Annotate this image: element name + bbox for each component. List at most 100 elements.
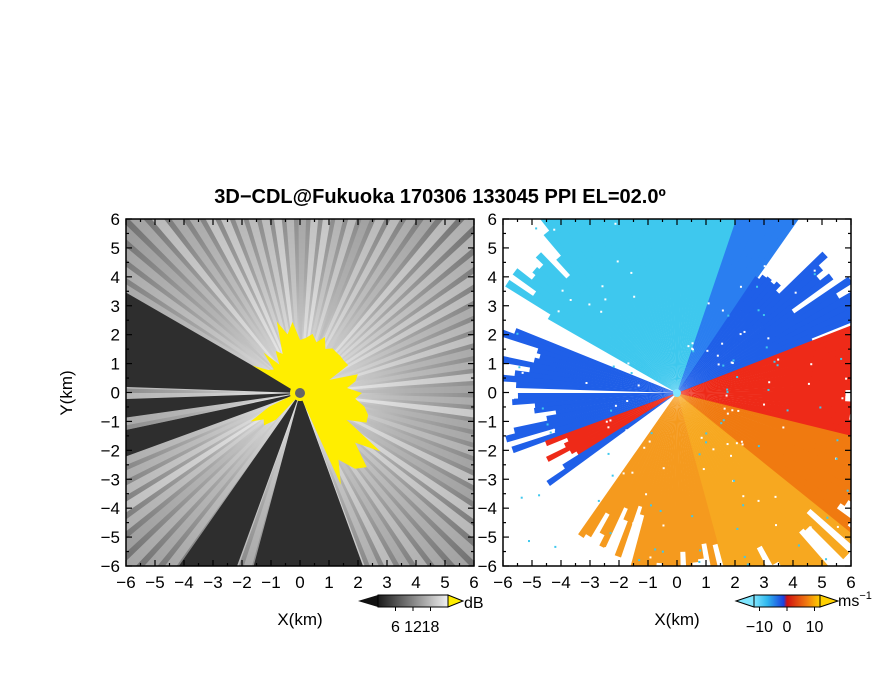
velocity-ray [546, 393, 677, 487]
velocity-ray [512, 268, 677, 393]
velocity-speckle [521, 371, 524, 374]
x-tick-label: 6 [846, 573, 855, 592]
velocity-speckle [799, 193, 801, 195]
velocity-speckle [835, 457, 838, 460]
velocity-ray [677, 276, 760, 393]
x-tick-label: −5 [145, 573, 164, 592]
velocity-speckle [762, 314, 765, 317]
colorbar-tick-label: −10 [746, 619, 773, 636]
velocity-ray [556, 255, 677, 393]
velocity-speckle [813, 273, 816, 276]
velocity-ray [677, 393, 804, 533]
velocity-ray [605, 393, 677, 515]
velocity-speckle [592, 216, 594, 218]
velocity-sectors [476, 180, 877, 603]
velocity-speckle [757, 499, 760, 502]
velocity-ray [677, 309, 795, 393]
x-tick-label: 5 [817, 573, 826, 592]
velocity-speckle [614, 222, 617, 225]
velocity-speckle [614, 594, 616, 596]
velocity-speckle [650, 432, 653, 435]
x-tick-label: −2 [609, 573, 628, 592]
velocity-speckle [630, 271, 633, 274]
velocity-speckle [728, 213, 730, 215]
velocity-ray [677, 393, 693, 566]
velocity-speckle [607, 452, 610, 455]
velocity-ray [599, 393, 677, 536]
velocity-ray [563, 393, 677, 448]
velocity-ray [677, 219, 690, 393]
velocity-speckle [630, 372, 633, 375]
velocity-ray [676, 219, 684, 393]
chart-title: 3D−CDL@Fukuoka 170306 133045 PPI EL=02.0… [214, 186, 666, 208]
velocity-speckle [732, 479, 735, 482]
velocity-speckle [643, 446, 646, 449]
velocity-ray [677, 393, 841, 509]
velocity-speckle [614, 601, 616, 603]
colorbar-tick-label: 12 [404, 619, 422, 636]
velocity-speckle [742, 495, 745, 498]
velocity-ray [677, 393, 718, 546]
velocity-speckle [545, 240, 548, 243]
velocity-speckle [699, 549, 702, 552]
velocity-speckle [732, 359, 735, 362]
velocity-speckle [702, 272, 705, 275]
velocity-speckle [581, 291, 584, 294]
velocity-speckle [538, 300, 541, 303]
velocity-ray [677, 393, 763, 549]
intensity-ray [243, 393, 300, 566]
intensity-ray [126, 393, 300, 566]
intensity-ray [300, 393, 474, 520]
velocity-ray [503, 374, 677, 393]
velocity-speckle [721, 309, 724, 312]
velocity-ray [677, 393, 851, 443]
velocity-speckle [712, 448, 715, 451]
velocity-speckle [525, 532, 528, 535]
velocity-speckle [854, 468, 856, 470]
velocity-speckle [705, 441, 708, 444]
velocity-speckle [702, 468, 705, 471]
velocity-speckle [590, 501, 593, 504]
velocity-ray [677, 292, 840, 393]
velocity-speckle [770, 180, 772, 182]
velocity-speckle [775, 524, 778, 527]
velocity-speckle [691, 342, 694, 345]
velocity-speckle [830, 532, 833, 535]
velocity-speckle [757, 445, 760, 448]
velocity-ray [677, 219, 782, 393]
velocity-speckle [622, 472, 625, 475]
intensity-ray [126, 393, 300, 426]
velocity-speckle [875, 441, 877, 443]
velocity-ray [677, 393, 851, 545]
y-tick-label: −1 [101, 412, 120, 431]
velocity-speckle [727, 314, 730, 317]
velocity-speckle [840, 357, 843, 360]
velocity-speckle [737, 409, 740, 412]
velocity-ray [661, 393, 677, 566]
colorbar-tick-label: 0 [783, 619, 792, 636]
velocity-speckle [767, 337, 770, 340]
velocity-speckle [690, 339, 693, 342]
velocity-speckle [520, 496, 523, 499]
velocity-ray [677, 273, 834, 393]
velocity-speckle [476, 407, 478, 409]
y-tick-label: −4 [478, 499, 497, 518]
velocity-speckle [774, 495, 777, 498]
velocity-speckle [765, 346, 768, 349]
velocity-ray [547, 314, 677, 393]
y-tick-label: −2 [101, 441, 120, 460]
intensity-ray [126, 393, 300, 480]
velocity-ray [677, 393, 851, 527]
velocity-speckle [684, 262, 687, 265]
velocity-speckle [554, 545, 557, 548]
y-tick-label: 2 [111, 326, 120, 345]
intensity-ray [126, 284, 300, 393]
x-tick-label: 4 [411, 573, 420, 592]
x-tick-label: −2 [232, 573, 251, 592]
velocity-speckle [645, 493, 648, 496]
x-tick-label: 0 [295, 573, 304, 592]
velocity-ray [599, 393, 677, 549]
velocity-ray [529, 367, 677, 393]
velocity-ray [503, 329, 677, 393]
